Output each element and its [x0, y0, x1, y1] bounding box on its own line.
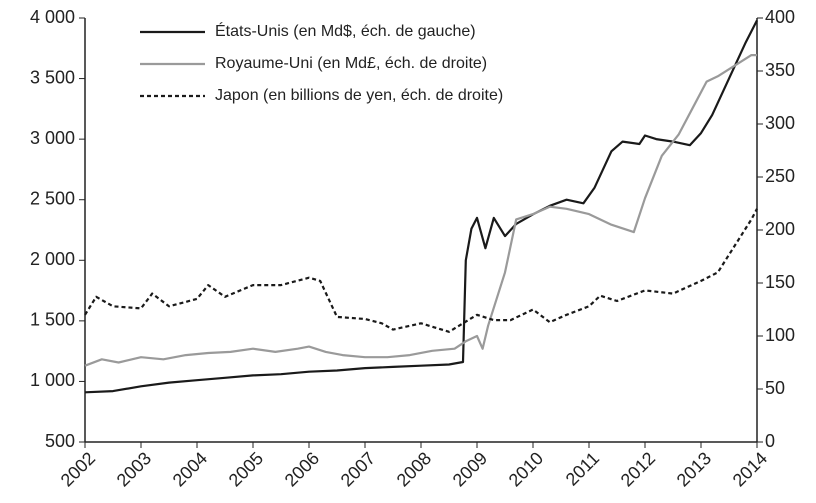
y2-tick-label: 150: [765, 272, 795, 292]
legend-label: États-Unis (en Md$, éch. de gauche): [215, 21, 476, 40]
y-tick-label: 3 000: [30, 128, 75, 148]
legend-label: Japon (en billions de yen, éch. de droit…: [215, 87, 503, 104]
y2-tick-label: 300: [765, 113, 795, 133]
y-tick-label: 500: [45, 431, 75, 451]
y-tick-label: 3 500: [30, 67, 75, 87]
x-tick-label: 2003: [113, 448, 155, 490]
y-tick-label: 1 500: [30, 310, 75, 330]
x-tick-label: 2010: [505, 448, 547, 490]
series-line: [84, 208, 758, 333]
y2-tick-label: 350: [765, 60, 795, 80]
y2-tick-label: 200: [765, 219, 795, 239]
series-line: [84, 19, 758, 394]
x-tick-label: 2014: [729, 448, 771, 490]
y-tick-label: 1 000: [30, 370, 75, 390]
y2-tick-label: 50: [765, 378, 785, 398]
y2-tick-label: 400: [765, 7, 795, 27]
x-tick-label: 2004: [169, 448, 211, 490]
x-tick-label: 2005: [225, 448, 267, 490]
x-tick-label: 2011: [562, 448, 604, 490]
y2-tick-label: 0: [765, 431, 775, 451]
x-tick-label: 2008: [393, 448, 435, 490]
x-tick-label: 2002: [57, 448, 99, 490]
x-tick-label: 2007: [337, 448, 379, 490]
y-tick-label: 2 500: [30, 188, 75, 208]
series-line: [84, 54, 757, 367]
y-tick-label: 2 000: [30, 249, 75, 269]
x-tick-label: 2013: [673, 448, 715, 490]
x-tick-label: 2012: [617, 448, 659, 490]
y-tick-label: 4 000: [30, 7, 75, 27]
legend-label: Royaume-Uni (en Md£, éch. de droite): [215, 55, 487, 72]
x-tick-label: 2009: [449, 448, 491, 490]
y2-tick-label: 100: [765, 325, 795, 345]
y2-tick-label: 250: [765, 166, 795, 186]
x-tick-label: 2006: [281, 448, 323, 490]
